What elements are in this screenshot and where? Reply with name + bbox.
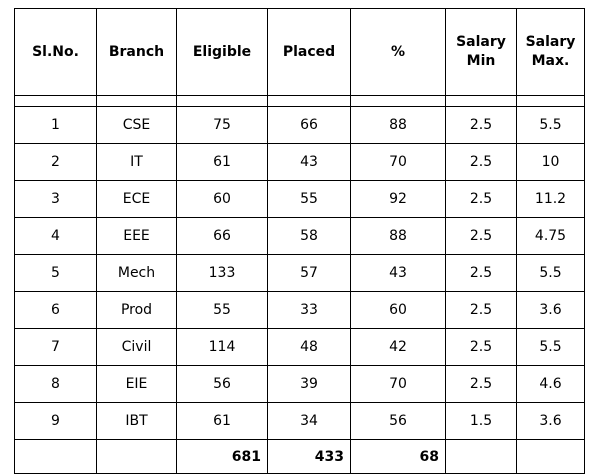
cell-branch: Civil bbox=[96, 328, 177, 366]
total-percent: 68 bbox=[350, 439, 446, 474]
table-row: 2 IT 61 43 70 2.5 10 bbox=[14, 143, 585, 181]
cell-percent: 88 bbox=[350, 106, 446, 144]
cell-salary-min: 2.5 bbox=[445, 217, 517, 255]
cell-percent: 43 bbox=[350, 254, 446, 292]
cell-sl-no: 1 bbox=[14, 106, 97, 144]
header-salary-min-label: Salary Min bbox=[456, 34, 506, 69]
cell-eligible: 66 bbox=[176, 217, 268, 255]
table-row: 5 Mech 133 57 43 2.5 5.5 bbox=[14, 254, 585, 292]
cell-branch: ECE bbox=[96, 180, 177, 218]
table-row: 3 ECE 60 55 92 2.5 11.2 bbox=[14, 180, 585, 218]
cell-placed: 66 bbox=[267, 106, 351, 144]
cell-placed: 55 bbox=[267, 180, 351, 218]
cell-placed: 58 bbox=[267, 217, 351, 255]
cell-placed: 43 bbox=[267, 143, 351, 181]
cell-salary-min: 2.5 bbox=[445, 291, 517, 329]
cell-placed: 48 bbox=[267, 328, 351, 366]
cell-placed: 57 bbox=[267, 254, 351, 292]
cell-sl-no: 5 bbox=[14, 254, 97, 292]
table-row: 4 EEE 66 58 88 2.5 4.75 bbox=[14, 217, 585, 255]
cell-branch: Prod bbox=[96, 291, 177, 329]
header-branch: Branch bbox=[96, 8, 177, 96]
cell-sl-no: 8 bbox=[14, 365, 97, 403]
cell-salary-min: 2.5 bbox=[445, 254, 517, 292]
cell-branch: Mech bbox=[96, 254, 177, 292]
cell-salary-min: 2.5 bbox=[445, 328, 517, 366]
table-row: 8 EIE 56 39 70 2.5 4.6 bbox=[14, 365, 585, 403]
header-sl-no: Sl.No. bbox=[14, 8, 97, 96]
cell-salary-max: 5.5 bbox=[516, 328, 585, 366]
header-row: Sl.No. Branch Eligible Placed % Salary Mi… bbox=[14, 8, 585, 96]
table-row: 1 CSE 75 66 88 2.5 5.5 bbox=[14, 106, 585, 144]
cell-salary-max: 3.6 bbox=[516, 402, 585, 440]
header-salary-max: Salary Max. bbox=[516, 8, 585, 96]
header-eligible: Eligible bbox=[176, 8, 268, 96]
cell-branch: EEE bbox=[96, 217, 177, 255]
cell-salary-max: 3.6 bbox=[516, 291, 585, 329]
cell-percent: 42 bbox=[350, 328, 446, 366]
cell-placed: 33 bbox=[267, 291, 351, 329]
cell-branch: IBT bbox=[96, 402, 177, 440]
cell-percent: 88 bbox=[350, 217, 446, 255]
cell-salary-min: 2.5 bbox=[445, 365, 517, 403]
cell-sl-no: 3 bbox=[14, 180, 97, 218]
total-eligible: 681 bbox=[176, 439, 268, 474]
cell-percent: 92 bbox=[350, 180, 446, 218]
cell-percent: 70 bbox=[350, 365, 446, 403]
cell-percent: 60 bbox=[350, 291, 446, 329]
cell-salary-min: 2.5 bbox=[445, 143, 517, 181]
spacer-row bbox=[14, 95, 585, 107]
cell-eligible: 133 bbox=[176, 254, 268, 292]
table-row: 7 Civil 114 48 42 2.5 5.5 bbox=[14, 328, 585, 366]
cell-salary-max: 4.75 bbox=[516, 217, 585, 255]
cell-sl-no: 2 bbox=[14, 143, 97, 181]
table-body: 1 CSE 75 66 88 2.5 5.5 2 IT 61 43 70 2.5 10 3 ECE 60 55 92… bbox=[14, 95, 585, 474]
cell-salary-max: 11.2 bbox=[516, 180, 585, 218]
total-sl-no bbox=[14, 439, 97, 474]
placement-table: Sl.No. Branch Eligible Placed % Salary Mi… bbox=[14, 8, 585, 474]
cell-salary-max: 5.5 bbox=[516, 254, 585, 292]
total-salary-max bbox=[516, 439, 585, 474]
cell-sl-no: 9 bbox=[14, 402, 97, 440]
cell-salary-max: 10 bbox=[516, 143, 585, 181]
cell-eligible: 75 bbox=[176, 106, 268, 144]
cell-branch: CSE bbox=[96, 106, 177, 144]
cell-eligible: 61 bbox=[176, 402, 268, 440]
table-row: 6 Prod 55 33 60 2.5 3.6 bbox=[14, 291, 585, 329]
cell-percent: 56 bbox=[350, 402, 446, 440]
totals-row: 681 433 68 bbox=[14, 439, 585, 474]
header-placed: Placed bbox=[267, 8, 351, 96]
cell-eligible: 55 bbox=[176, 291, 268, 329]
header-salary-min: Salary Min bbox=[445, 8, 517, 96]
total-branch bbox=[96, 439, 177, 474]
header-salary-max-label: Salary Max. bbox=[525, 34, 576, 69]
cell-sl-no: 6 bbox=[14, 291, 97, 329]
cell-salary-min: 1.5 bbox=[445, 402, 517, 440]
cell-eligible: 56 bbox=[176, 365, 268, 403]
header-percent: % bbox=[350, 8, 446, 96]
cell-salary-min: 2.5 bbox=[445, 180, 517, 218]
cell-sl-no: 4 bbox=[14, 217, 97, 255]
cell-salary-max: 4.6 bbox=[516, 365, 585, 403]
cell-percent: 70 bbox=[350, 143, 446, 181]
cell-eligible: 61 bbox=[176, 143, 268, 181]
cell-branch: IT bbox=[96, 143, 177, 181]
total-placed: 433 bbox=[267, 439, 351, 474]
cell-eligible: 114 bbox=[176, 328, 268, 366]
cell-eligible: 60 bbox=[176, 180, 268, 218]
cell-branch: EIE bbox=[96, 365, 177, 403]
cell-placed: 39 bbox=[267, 365, 351, 403]
cell-sl-no: 7 bbox=[14, 328, 97, 366]
total-salary-min bbox=[445, 439, 517, 474]
cell-placed: 34 bbox=[267, 402, 351, 440]
cell-salary-min: 2.5 bbox=[445, 106, 517, 144]
table-row: 9 IBT 61 34 56 1.5 3.6 bbox=[14, 402, 585, 440]
cell-salary-max: 5.5 bbox=[516, 106, 585, 144]
